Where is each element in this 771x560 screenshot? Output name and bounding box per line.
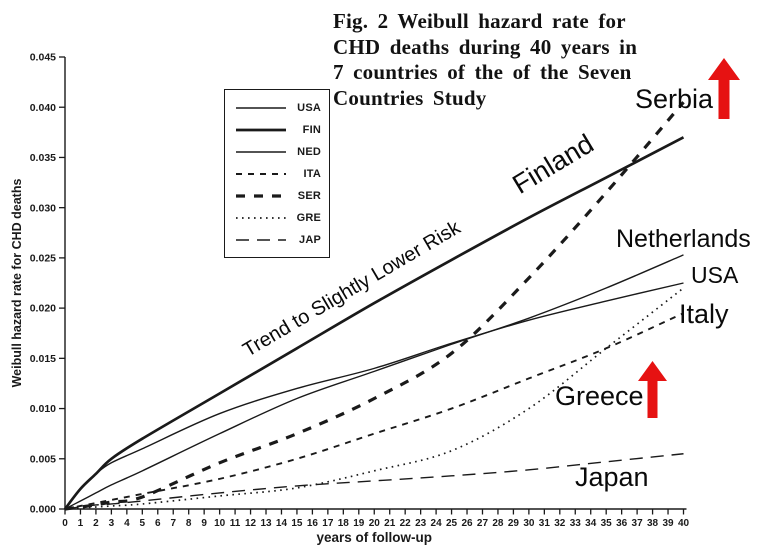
x-tick-label: 17 — [322, 518, 334, 529]
x-axis-title: years of follow-up — [316, 530, 432, 545]
x-tick-label: 14 — [276, 518, 288, 529]
legend-item-ser: SER — [225, 185, 329, 207]
legend-label-fin: FIN — [302, 124, 321, 136]
y-tick-label: 0.020 — [30, 303, 56, 315]
x-tick-label: 25 — [446, 518, 458, 529]
label-usa: USA — [691, 262, 739, 288]
x-tick-label: 38 — [647, 518, 659, 529]
legend-line-sample-ned — [236, 151, 286, 153]
y-tick-label: 0.025 — [30, 252, 56, 264]
serbia-trend-up-arrow-icon — [708, 58, 740, 119]
x-tick-label: 32 — [554, 518, 566, 529]
x-tick-label: 29 — [508, 518, 520, 529]
figure-caption: Fig. 2 Weibull hazard rate for CHD death… — [333, 9, 643, 111]
label-japan: Japan — [575, 462, 649, 492]
legend-label-ita: ITA — [303, 168, 321, 180]
legend-label-jap: JAP — [299, 234, 321, 246]
caption-line-3: 7 countries of the of the Seven — [333, 60, 632, 84]
x-tick-label: 10 — [214, 518, 226, 529]
legend-line-sample-fin — [236, 128, 286, 132]
legend: USA FIN NED ITA SER GRE JAP — [224, 89, 330, 258]
y-tick-label: 0.010 — [30, 403, 56, 415]
legend-line-sample-gre — [236, 217, 286, 219]
legend-item-jap: JAP — [225, 229, 329, 251]
x-tick-label: 37 — [632, 518, 644, 529]
x-tick-label: 22 — [400, 518, 412, 529]
legend-item-ned: NED — [225, 141, 329, 163]
caption-line-2: CHD deaths during 40 years in — [333, 34, 638, 59]
legend-line-sample-usa — [236, 107, 286, 109]
legend-label-usa: USA — [297, 102, 321, 114]
legend-line-sample-ser — [236, 194, 286, 198]
legend-label-gre: GRE — [296, 212, 321, 224]
legend-item-fin: FIN — [225, 119, 329, 141]
legend-item-gre: GRE — [225, 207, 329, 229]
legend-label-ned: NED — [297, 146, 321, 158]
x-tick-label: 0 — [62, 518, 68, 529]
x-tick-label: 36 — [616, 518, 628, 529]
x-tick-label: 15 — [291, 518, 303, 529]
y-tick-label: 0.015 — [30, 353, 56, 365]
legend-item-ita: ITA — [225, 163, 329, 185]
x-tick-label: 23 — [415, 518, 427, 529]
legend-line-sample-ita — [236, 173, 286, 175]
y-tick-label: 0.000 — [30, 504, 56, 516]
x-tick-label: 40 — [678, 518, 690, 529]
x-tick-label: 16 — [307, 518, 319, 529]
x-tick-label: 1 — [78, 518, 84, 529]
x-tick-label: 21 — [384, 518, 396, 529]
x-tick-label: 11 — [230, 518, 241, 529]
x-tick-label: 18 — [338, 518, 350, 529]
x-tick-label: 26 — [461, 518, 473, 529]
x-tick-label: 27 — [477, 518, 489, 529]
x-tick-label: 5 — [140, 518, 146, 529]
series-line-gre — [64, 287, 685, 510]
x-tick-label: 20 — [369, 518, 381, 529]
y-tick-label: 0.030 — [30, 202, 56, 214]
series-line-jap — [64, 453, 684, 510]
y-tick-label: 0.045 — [30, 52, 56, 64]
label-italy: Italy — [679, 299, 729, 329]
x-tick-label: 35 — [601, 518, 613, 529]
x-tick-label: 6 — [155, 518, 161, 529]
x-tick-label: 28 — [492, 518, 504, 529]
caption-line-1: Fig. 2 Weibull hazard rate for — [333, 9, 626, 33]
y-tick-label: 0.005 — [30, 453, 56, 465]
series-line-ita — [64, 312, 684, 510]
series-line-ned — [64, 254, 684, 510]
label-serbia: Serbia — [635, 84, 714, 114]
x-tick-label: 7 — [170, 518, 176, 529]
x-tick-label: 8 — [186, 518, 192, 529]
x-tick-label: 9 — [201, 518, 207, 529]
x-tick-label: 39 — [662, 518, 674, 529]
label-netherlands: Netherlands — [616, 225, 751, 253]
greece-trend-up-arrow-icon — [638, 361, 667, 418]
caption-line-4: Countries Study — [333, 85, 487, 110]
x-tick-label: 19 — [353, 518, 365, 529]
x-tick-label: 30 — [523, 518, 535, 529]
x-tick-label: 12 — [245, 518, 257, 529]
y-axis-title: Weibull hazard rate for CHD deaths — [10, 179, 24, 388]
x-tick-label: 13 — [260, 518, 272, 529]
x-tick-label: 4 — [124, 518, 130, 529]
legend-line-sample-jap — [236, 239, 286, 241]
series-line-ser — [64, 101, 685, 511]
x-tick-label: 2 — [93, 518, 99, 529]
x-tick-label: 24 — [431, 518, 443, 529]
x-tick-label: 31 — [539, 518, 551, 529]
x-tick-label: 34 — [585, 518, 597, 529]
y-tick-label: 0.035 — [30, 152, 56, 164]
legend-item-usa: USA — [225, 97, 329, 119]
y-tick-label: 0.040 — [30, 102, 56, 114]
series-line-fin — [63, 136, 685, 510]
legend-label-ser: SER — [297, 190, 321, 202]
label-greece: Greece — [555, 381, 644, 411]
x-tick-label: 3 — [109, 518, 115, 529]
x-tick-label: 33 — [570, 518, 582, 529]
